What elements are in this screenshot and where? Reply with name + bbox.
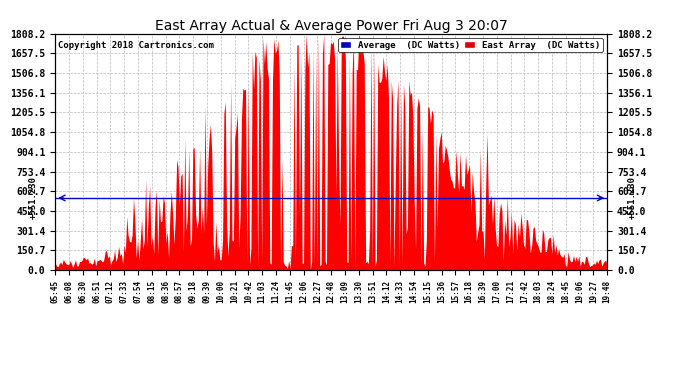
Title: East Array Actual & Average Power Fri Aug 3 20:07: East Array Actual & Average Power Fri Au… — [155, 19, 508, 33]
Legend: Average  (DC Watts), East Array  (DC Watts): Average (DC Watts), East Array (DC Watts… — [338, 38, 602, 52]
Text: Copyright 2018 Cartronics.com: Copyright 2018 Cartronics.com — [58, 41, 214, 50]
Text: +551.230: +551.230 — [28, 177, 38, 219]
Text: +551.230: +551.230 — [627, 177, 637, 219]
